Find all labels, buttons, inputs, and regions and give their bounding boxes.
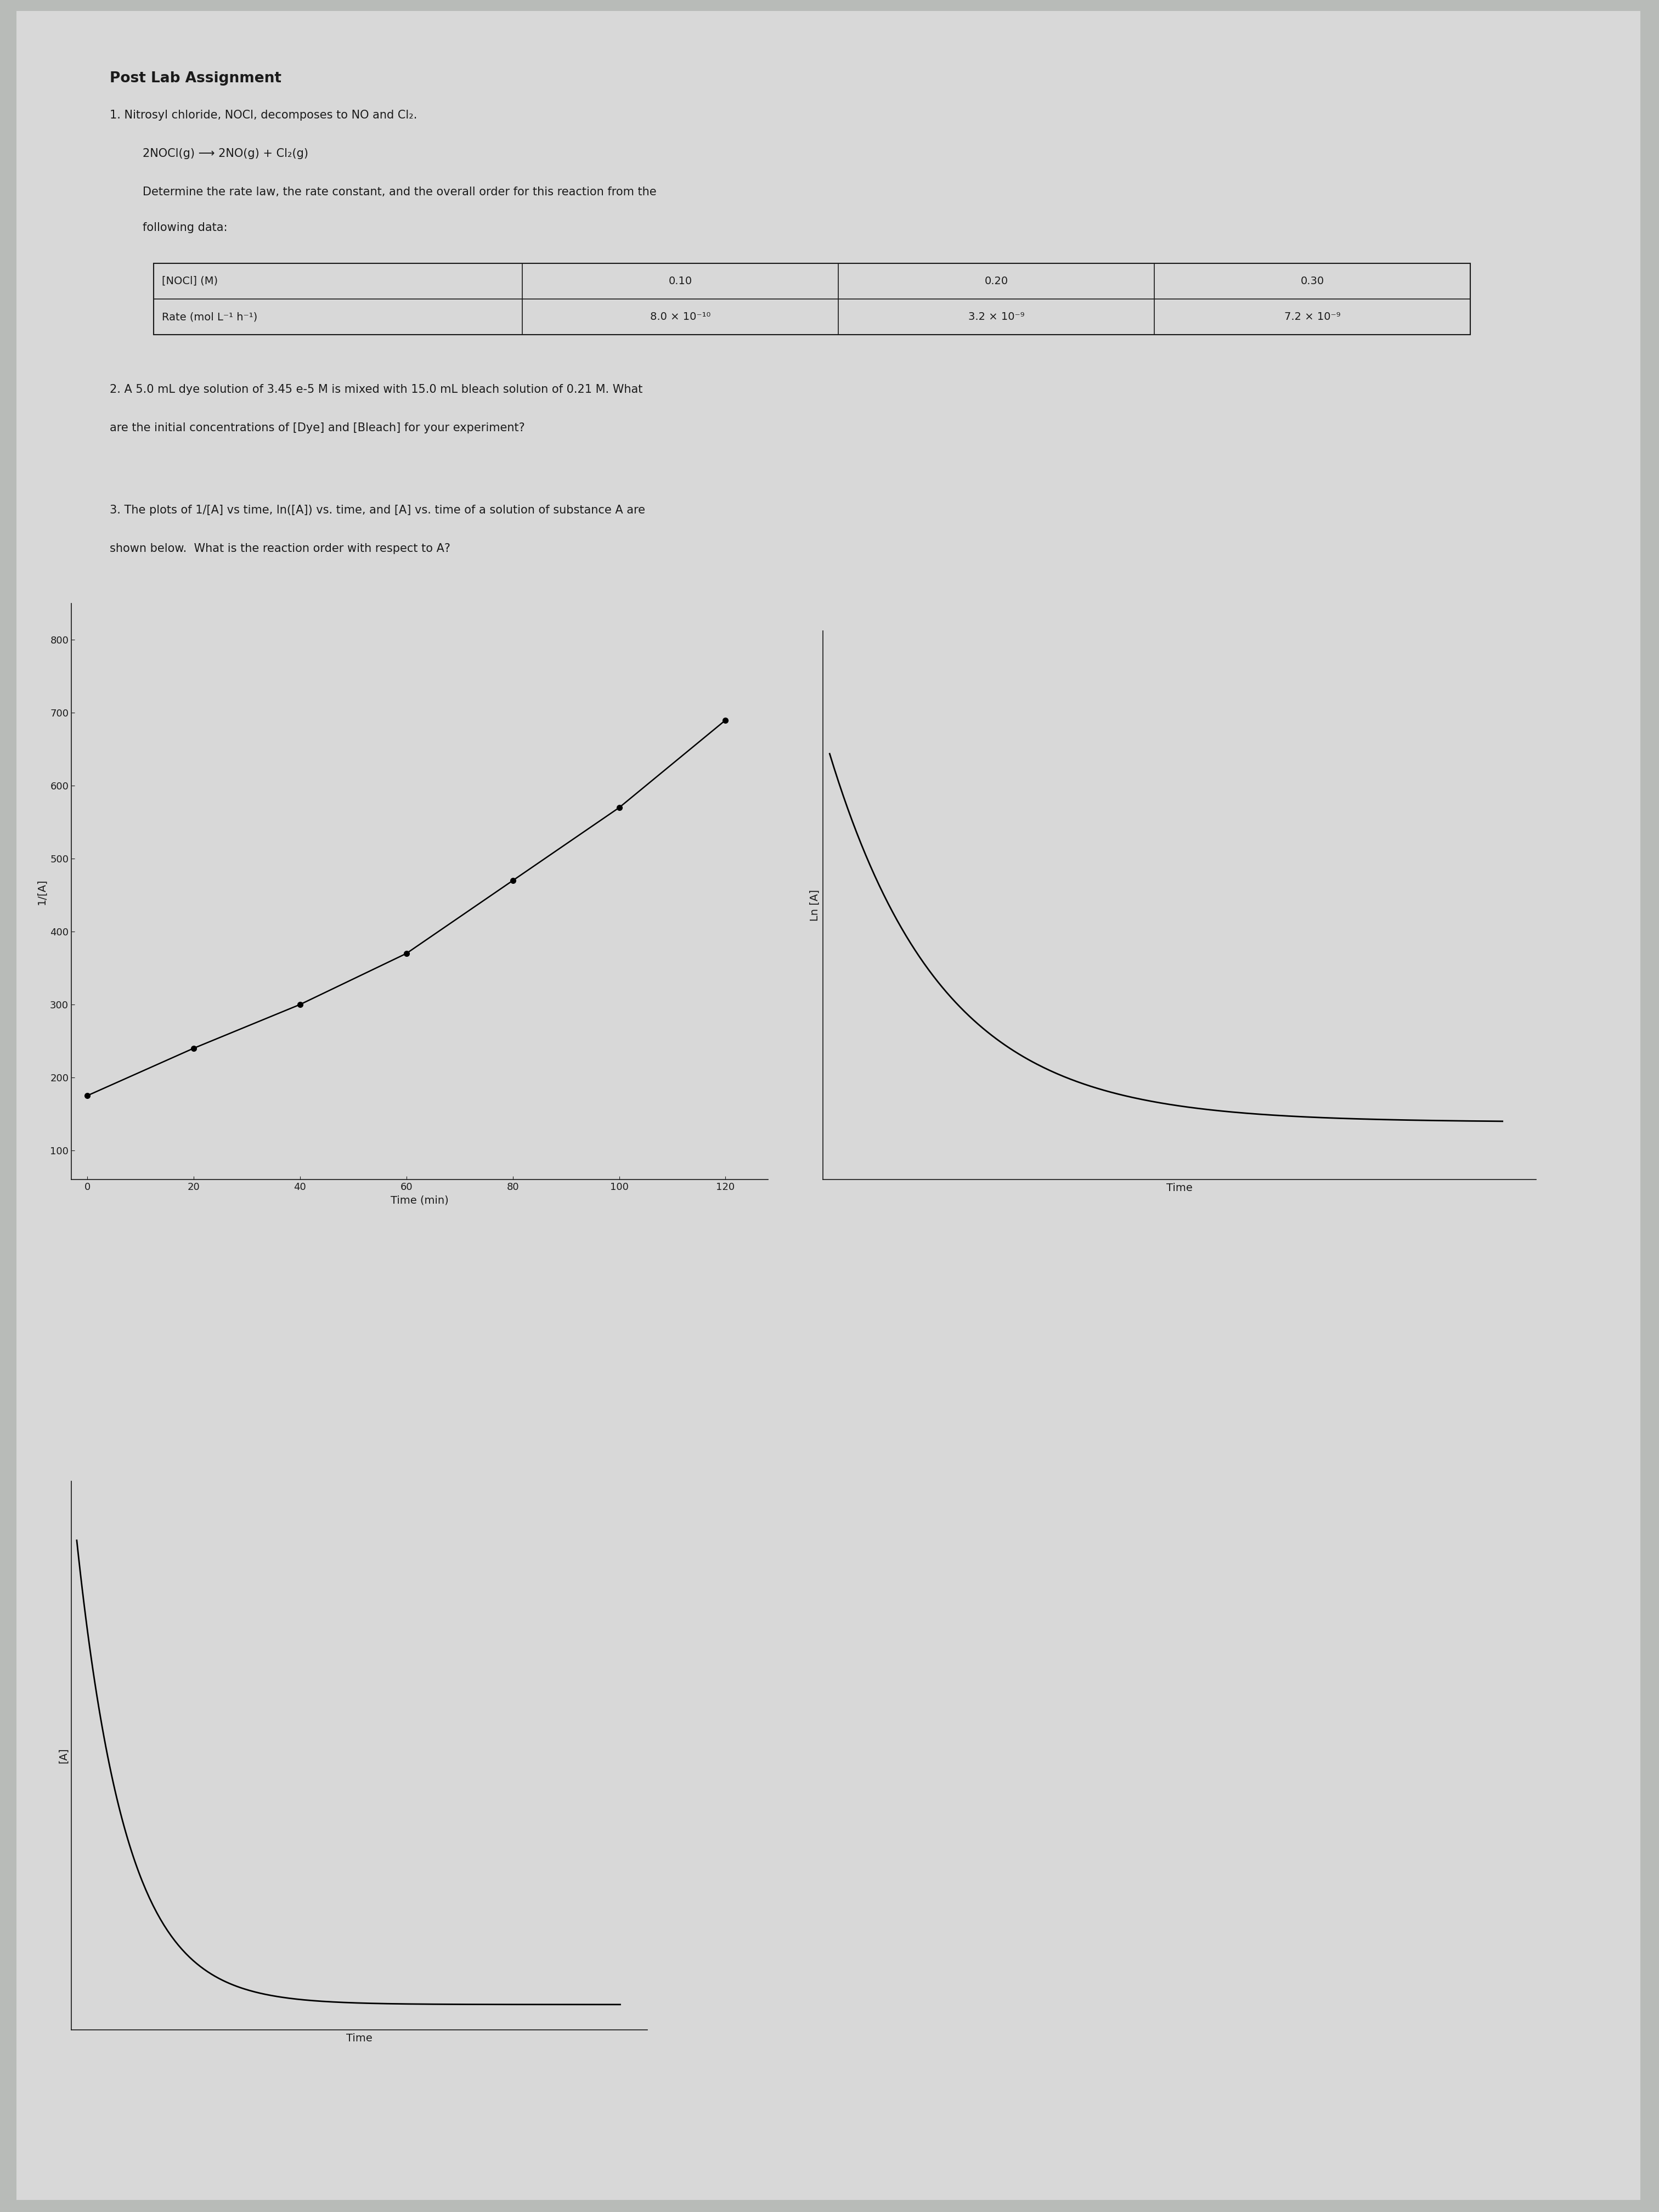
X-axis label: Time (min): Time (min): [390, 1194, 448, 1206]
Text: Rate (mol L⁻¹ h⁻¹): Rate (mol L⁻¹ h⁻¹): [163, 312, 257, 323]
Text: 0.20: 0.20: [984, 276, 1009, 285]
Text: are the initial concentrations of [Dye] and [Bleach] for your experiment?: are the initial concentrations of [Dye] …: [109, 422, 524, 434]
FancyBboxPatch shape: [17, 11, 1641, 2201]
Y-axis label: Ln [A]: Ln [A]: [810, 889, 820, 920]
Text: 0.10: 0.10: [669, 276, 692, 285]
X-axis label: Time: Time: [1166, 1183, 1193, 1192]
Text: 3.2 × 10⁻⁹: 3.2 × 10⁻⁹: [969, 312, 1024, 323]
Text: [NOCl] (M): [NOCl] (M): [163, 276, 217, 285]
X-axis label: Time: Time: [347, 2033, 372, 2044]
Text: Post Lab Assignment: Post Lab Assignment: [109, 71, 282, 86]
Text: 7.2 × 10⁻⁹: 7.2 × 10⁻⁹: [1284, 312, 1340, 323]
Text: 3. The plots of 1/[A] vs time, ln([A]) vs. time, and [A] vs. time of a solution : 3. The plots of 1/[A] vs time, ln([A]) v…: [109, 504, 645, 515]
Text: shown below.  What is the reaction order with respect to A?: shown below. What is the reaction order …: [109, 544, 450, 553]
Text: Determine the rate law, the rate constant, and the overall order for this reacti: Determine the rate law, the rate constan…: [143, 186, 657, 197]
Bar: [154, 263, 1470, 334]
Text: 2. A 5.0 mL dye solution of 3.45 e-5 M is mixed with 15.0 mL bleach solution of : 2. A 5.0 mL dye solution of 3.45 e-5 M i…: [109, 385, 642, 396]
Text: following data:: following data:: [143, 221, 227, 232]
Y-axis label: [A]: [A]: [58, 1747, 68, 1763]
Text: 0.30: 0.30: [1301, 276, 1324, 285]
Text: 8.0 × 10⁻¹⁰: 8.0 × 10⁻¹⁰: [650, 312, 710, 323]
Text: 2NOCl(g) ⟶ 2NO(g) + Cl₂(g): 2NOCl(g) ⟶ 2NO(g) + Cl₂(g): [143, 148, 309, 159]
Y-axis label: 1/[A]: 1/[A]: [36, 878, 46, 905]
Text: 1. Nitrosyl chloride, NOCl, decomposes to NO and Cl₂.: 1. Nitrosyl chloride, NOCl, decomposes t…: [109, 111, 416, 122]
